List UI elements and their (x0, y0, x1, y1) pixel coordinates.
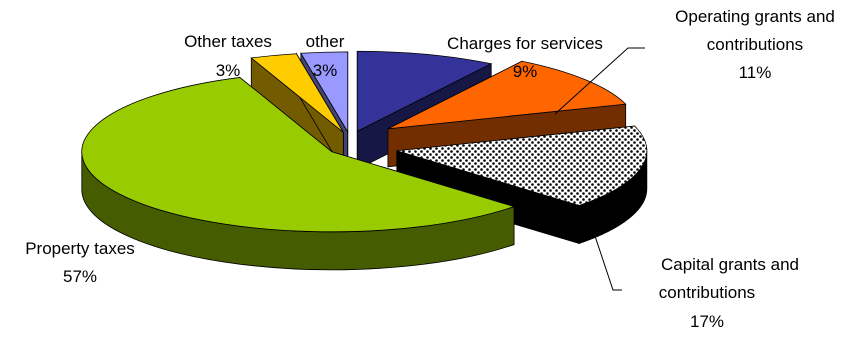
value-operating-grants: 11% (739, 63, 772, 82)
leader-line-operating-grants (554, 47, 645, 115)
slice-capital-grants-and-contributions (396, 125, 648, 245)
slice-charges-for-services-top (356, 50, 493, 132)
value-other-taxes: 3% (216, 61, 241, 80)
value-charges-for-services: 9% (513, 62, 538, 81)
slice-capital-grants-and-contributions-top (396, 125, 648, 206)
label-charges-for-services: Charges for services (447, 34, 603, 53)
label-other: other (306, 32, 345, 51)
leader-line-capital-grants (586, 211, 622, 291)
label-capital-grants-line1: Capital grants and (661, 255, 799, 274)
slice-property-taxes-top (81, 77, 516, 233)
slice-other-top (300, 51, 349, 134)
slice-other-taxes-top (250, 53, 344, 133)
value-property-taxes: 57% (63, 267, 97, 286)
label-other-taxes: Other taxes (184, 32, 272, 51)
label-operating-grants-line1: Operating grants and (675, 7, 835, 26)
value-other: 3% (313, 61, 338, 80)
label-property-taxes: Property taxes (25, 239, 135, 258)
value-capital-grants: 17% (690, 312, 724, 331)
slice-property-taxes (81, 76, 516, 271)
slice-operating-grants-and-contributions-top (387, 60, 627, 130)
label-operating-grants-line2: contributions (707, 35, 803, 54)
pie-slices (81, 50, 648, 271)
data-labels: Charges for services 9% Operating grants… (25, 7, 835, 331)
leader-lines (554, 47, 645, 291)
label-capital-grants-line2: contributions (659, 283, 755, 302)
